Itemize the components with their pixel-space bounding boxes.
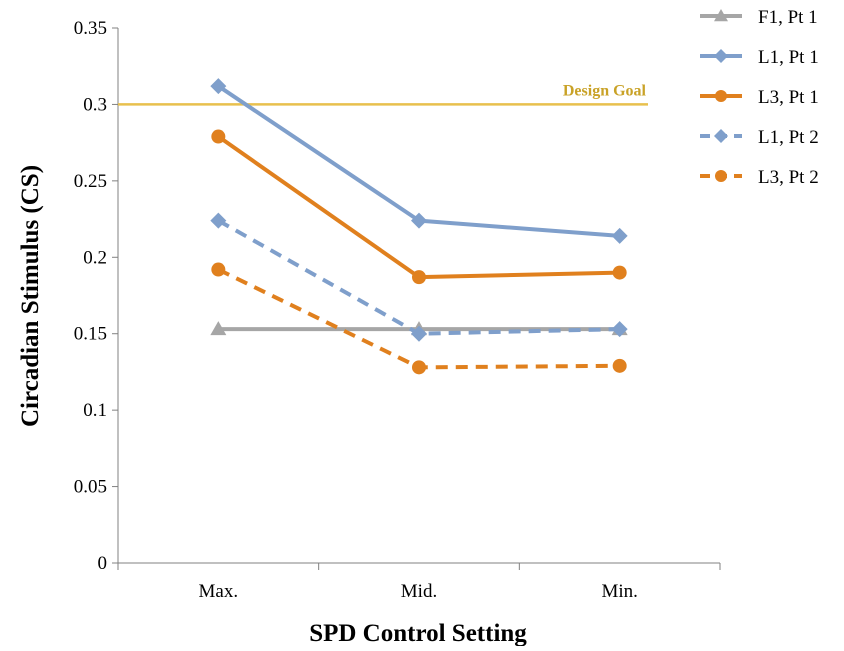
legend-label: F1, Pt 1 (758, 7, 818, 28)
y-tick-label: 0.35 (74, 18, 107, 39)
x-tick-label: Max. (199, 581, 239, 602)
data-point-l1-pt-1 (210, 78, 227, 95)
data-point-l3-pt-1 (612, 265, 627, 280)
legend-item-l1-pt-2: L1, Pt 2 (700, 127, 819, 148)
series-group (210, 78, 628, 375)
x-tick-label: Min. (601, 581, 637, 602)
y-tick-label: 0 (98, 553, 108, 574)
data-point-l1-pt-2 (210, 212, 227, 229)
legend-item-f1-pt-1: F1, Pt 1 (700, 7, 818, 28)
data-point-l3-pt-1 (412, 270, 426, 285)
legend-label: L1, Pt 1 (758, 47, 819, 68)
axes: 0 0.05 0.1 0.15 0.2 0.25 0.3 0.35 Max. Mid. Min. (74, 18, 721, 602)
data-point-f1-pt-1 (210, 321, 227, 336)
legend: F1, Pt 1 L1, Pt 1 L3, Pt 1 L1, Pt 2 L3, Pt 2 (700, 7, 819, 188)
legend-item-l1-pt-1: L1, Pt 1 (700, 47, 819, 68)
series-l1-pt-1 (210, 78, 628, 244)
legend-item-l3-pt-2: L3, Pt 2 (700, 167, 819, 188)
series-line-l3-pt-2 (217, 267, 620, 370)
legend-item-l3-pt-1: L3, Pt 1 (700, 87, 819, 108)
data-point-l1-pt-1 (611, 227, 628, 244)
legend-label: L1, Pt 2 (758, 127, 819, 148)
legend-label: L3, Pt 1 (758, 87, 819, 108)
y-tick-label: 0.25 (74, 171, 107, 192)
reference-line-group: Design Goal (118, 82, 648, 106)
data-point-l3-pt-2 (412, 360, 426, 375)
legend-marker (714, 9, 728, 22)
y-tick-label: 0.2 (83, 247, 107, 268)
y-tick-label: 0.15 (74, 324, 107, 345)
series-l3-pt-1 (211, 129, 627, 285)
x-tick-label: Mid. (401, 581, 437, 602)
data-point-l1-pt-1 (411, 212, 427, 229)
legend-marker (715, 90, 727, 102)
legend-marker (714, 129, 728, 143)
series-l3-pt-2 (211, 262, 627, 375)
x-axis-title: SPD Control Setting (309, 620, 527, 646)
y-tick-label: 0.1 (83, 400, 107, 421)
data-point-l3-pt-2 (211, 262, 226, 277)
data-point-l3-pt-1 (211, 129, 226, 144)
data-point-l1-pt-2 (611, 321, 628, 338)
series-l1-pt-2 (210, 212, 628, 342)
legend-marker (715, 170, 727, 182)
y-tick-label: 0.05 (74, 477, 107, 498)
data-point-l1-pt-2 (411, 325, 427, 342)
data-point-l3-pt-2 (612, 358, 627, 373)
y-axis-title: Circadian Stimulus (CS) (17, 165, 44, 427)
y-tick-label: 0.3 (83, 94, 107, 115)
legend-marker (714, 49, 728, 63)
design-goal-label: Design Goal (563, 82, 647, 99)
legend-label: L3, Pt 2 (758, 167, 819, 188)
